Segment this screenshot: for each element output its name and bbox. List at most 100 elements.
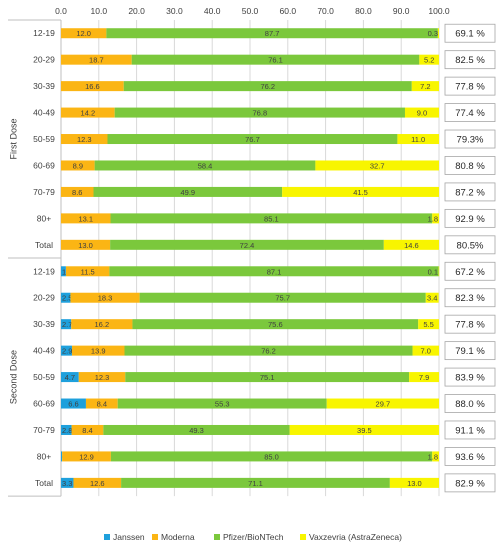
- data-label: 1.8: [428, 214, 438, 223]
- bar-segment: [70, 292, 140, 303]
- data-label: 76.7: [245, 135, 260, 144]
- bar-segment: [73, 477, 122, 488]
- data-label: 12.3: [77, 135, 92, 144]
- bar-segment: [93, 186, 283, 197]
- data-label: 39.5: [357, 426, 372, 435]
- bar-segment: [61, 424, 72, 435]
- x-tick-label: 60.0: [280, 6, 297, 16]
- bar-segment: [411, 81, 439, 92]
- data-label: 41.5: [353, 188, 368, 197]
- data-label: 87.7: [265, 29, 280, 38]
- total-box: [444, 420, 496, 440]
- total-label: 67.2 %: [455, 267, 485, 278]
- data-label: 2.9: [62, 347, 72, 356]
- data-label: 11.5: [81, 267, 95, 276]
- data-label: 76.2: [260, 82, 275, 91]
- total-label: 87.2 %: [455, 187, 485, 198]
- data-label: 75.1: [260, 373, 275, 382]
- total-box: [444, 394, 496, 413]
- category-label: 80+: [37, 451, 51, 461]
- total-box: [444, 235, 496, 255]
- bar-segment: [61, 134, 108, 145]
- bar-segment: [409, 372, 439, 383]
- data-label: 76.1: [268, 56, 283, 65]
- bar-segment: [419, 54, 439, 65]
- total-label: 77.8 %: [455, 82, 485, 93]
- legend-label: Pfizer/BioNTech: [223, 532, 284, 542]
- legend-label: Janssen: [113, 532, 145, 542]
- data-label: 2.5: [62, 294, 72, 303]
- data-label: 16.6: [85, 82, 100, 91]
- bar-segment: [61, 239, 111, 250]
- bar-segment: [94, 160, 316, 171]
- bar-segment: [61, 54, 132, 65]
- total-box: [444, 367, 496, 387]
- total-label: 93.6 %: [455, 452, 485, 463]
- bar-segment: [61, 451, 63, 462]
- category-label: Total: [35, 240, 53, 250]
- bar-segment: [110, 213, 433, 224]
- total-label: 79.3%: [457, 135, 484, 146]
- x-tick-label: 70.0: [317, 6, 334, 16]
- bar-segment: [139, 292, 426, 303]
- data-label: 71.1: [248, 479, 263, 488]
- total-box: [444, 182, 496, 202]
- bar-segment: [61, 81, 124, 92]
- bar-segment: [61, 107, 115, 118]
- total-box: [444, 76, 496, 96]
- legend-swatch: [300, 534, 306, 540]
- data-label: 0.1: [428, 267, 438, 276]
- total-label: 82.9 %: [455, 478, 485, 489]
- data-label: 14.6: [404, 241, 419, 250]
- total-box: [444, 103, 496, 122]
- bar-segment: [124, 345, 413, 356]
- bar-segment: [61, 186, 94, 197]
- data-label: 18.7: [89, 56, 104, 65]
- total-box: [444, 129, 496, 149]
- bar-segment: [432, 451, 439, 462]
- data-label: 49.3: [189, 426, 204, 435]
- bar-segment: [383, 239, 439, 250]
- data-label: 85.0: [264, 452, 279, 461]
- data-label: 0.3: [428, 29, 438, 38]
- legend-label: Moderna: [161, 532, 195, 542]
- category-label: 40-49: [33, 108, 55, 118]
- bar-segment: [62, 451, 111, 462]
- data-label: 76.8: [253, 109, 268, 118]
- bar-segment: [61, 160, 95, 171]
- bar-segment: [110, 239, 384, 250]
- x-tick-label: 0.0: [55, 6, 67, 16]
- total-label: 80.8 %: [455, 161, 485, 172]
- total-box: [444, 314, 496, 334]
- data-label: 5.2: [424, 56, 434, 65]
- data-label: 29.7: [376, 400, 391, 409]
- total-box: [444, 23, 496, 43]
- legend-swatch: [152, 534, 158, 540]
- total-label: 80.5%: [457, 240, 484, 251]
- bar-segment: [61, 266, 66, 277]
- bar-segment: [71, 424, 104, 435]
- category-label: Total: [35, 478, 53, 488]
- bar-segment: [289, 424, 439, 435]
- category-label: 50-59: [33, 134, 55, 144]
- x-tick-label: 10.0: [91, 6, 108, 16]
- data-label: 8.9: [73, 161, 83, 170]
- category-label: 30-39: [33, 319, 55, 329]
- data-label: 32.7: [370, 161, 385, 170]
- category-label: 60-69: [33, 399, 55, 409]
- bar-segment: [85, 398, 118, 409]
- bar-segment: [106, 28, 438, 39]
- bar-segment: [121, 477, 390, 488]
- bar-segment: [125, 372, 410, 383]
- category-label: 20-29: [33, 55, 55, 65]
- category-label: 80+: [37, 213, 51, 223]
- bar-segment: [61, 292, 71, 303]
- data-label: 2.8: [62, 426, 72, 435]
- category-label: 70-79: [33, 425, 55, 435]
- bar-segment: [71, 345, 125, 356]
- bar-segment: [437, 28, 439, 39]
- total-box: [444, 473, 496, 493]
- data-label: 12.3: [95, 373, 110, 382]
- data-label: 3.3: [62, 479, 72, 488]
- bar-segment: [103, 424, 290, 435]
